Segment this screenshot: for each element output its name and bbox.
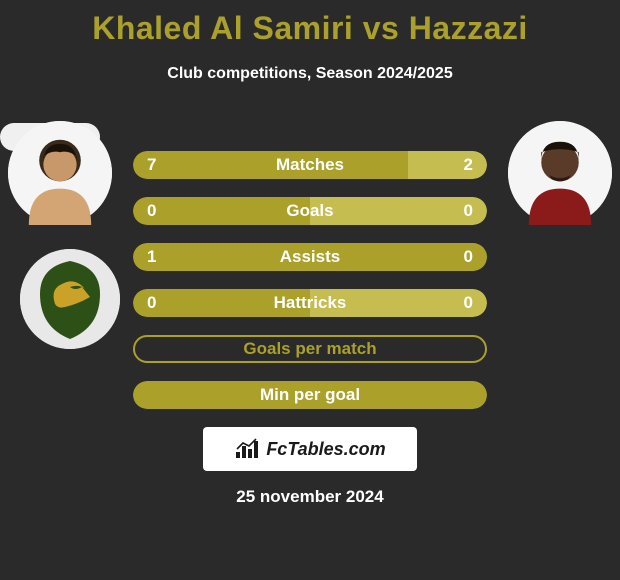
vs-text: vs	[363, 10, 400, 46]
bar-label: Goals	[133, 197, 487, 225]
stat-bar-row: Min per goal	[133, 381, 487, 409]
stat-bar-row: 00Hattricks	[133, 289, 487, 317]
comparison-title: Khaled Al Samiri vs Hazzazi	[0, 0, 620, 47]
bar-label: Goals per match	[135, 337, 485, 361]
subtitle: Club competitions, Season 2024/2025	[0, 65, 620, 83]
stat-bar-row: 72Matches	[133, 151, 487, 179]
club-badge-left-icon	[20, 249, 120, 349]
player1-club-badge	[20, 249, 120, 349]
player2-avatar	[508, 121, 612, 225]
bar-label: Min per goal	[133, 381, 487, 409]
stat-bar-row: 10Assists	[133, 243, 487, 271]
player2-name: Hazzazi	[409, 10, 528, 46]
comparison-area: 72Matches 00Goals 10Assists 00Hattricks Goal…	[0, 123, 620, 409]
player1-name: Khaled Al Samiri	[92, 10, 353, 46]
player2-avatar-icon	[508, 121, 612, 225]
bar-label: Hattricks	[133, 289, 487, 317]
player1-avatar	[8, 121, 112, 225]
stat-bar-row: Goals per match	[133, 335, 487, 363]
bar-label: Matches	[133, 151, 487, 179]
bar-label: Assists	[133, 243, 487, 271]
brand-badge: FcTables.com	[203, 427, 417, 471]
stat-bar-row: 00Goals	[133, 197, 487, 225]
brand-chart-icon	[234, 438, 260, 460]
stat-bars: 72Matches 00Goals 10Assists 00Hattricks Goal…	[133, 151, 487, 409]
brand-text: FcTables.com	[266, 439, 385, 460]
date-text: 25 november 2024	[0, 487, 620, 507]
player1-avatar-icon	[8, 121, 112, 225]
